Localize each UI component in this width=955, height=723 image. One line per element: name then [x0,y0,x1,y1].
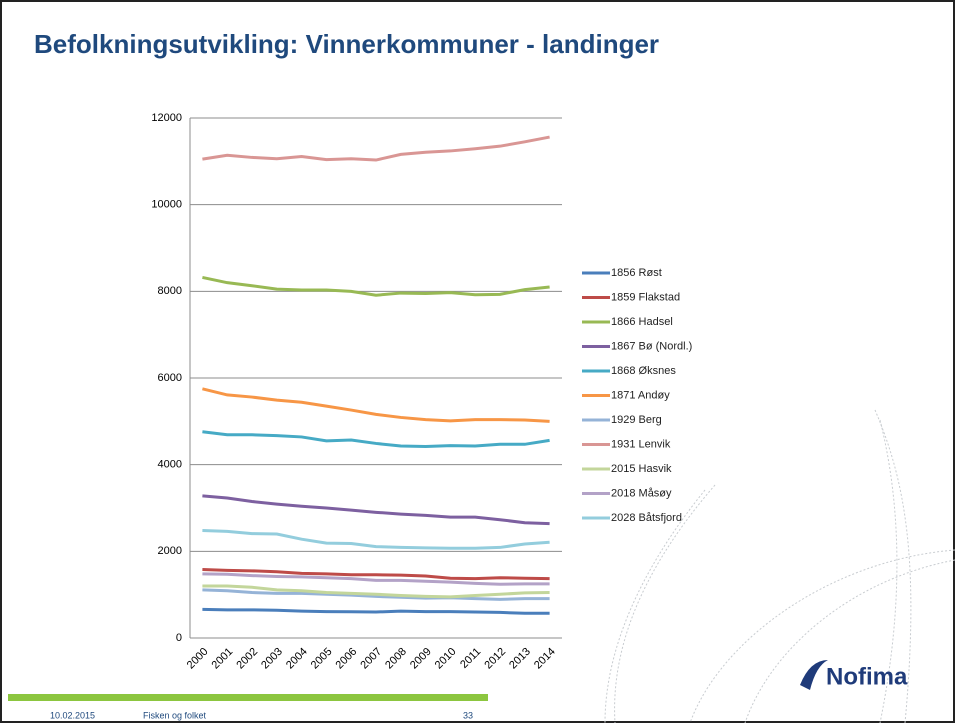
logo-text: Nofima [826,663,908,690]
legend-label: 1931 Lenvik [611,438,671,450]
slide: {"chart_data": {"type": "line", "title":… [0,0,955,723]
y-tick-label: 0 [176,632,182,644]
legend-label: 1871 Andøy [611,389,670,401]
footer-text: Fisken og folket [143,710,207,720]
footer-page: 33 [463,710,473,720]
y-tick-label: 2000 [158,545,182,557]
footer-bar [8,694,488,701]
slide-frame [1,1,954,722]
legend-label: 2028 Båtsfjord [611,512,682,524]
y-tick-label: 4000 [158,459,182,471]
y-tick-label: 12000 [151,112,182,124]
legend-label: 1856 Røst [611,267,662,279]
legend-label: 1867 Bø (Nordl.) [611,340,692,352]
legend-label: 2015 Hasvik [611,463,672,475]
y-tick-label: 10000 [151,199,182,211]
y-tick-label: 8000 [158,285,182,297]
y-tick-label: 6000 [158,372,182,384]
legend-label: 1929 Berg [611,414,662,426]
legend-label: 1866 Hadsel [611,316,673,328]
legend-label: 2018 Måsøy [611,487,672,499]
footer-date: 10.02.2015 [50,710,95,720]
chart: Befolkningsutvikling: Vinnerkommuner - l… [0,0,955,723]
legend-label: 1859 Flakstad [611,291,680,303]
chart-title: Befolkningsutvikling: Vinnerkommuner - l… [34,29,659,59]
legend-label: 1868 Øksnes [611,365,676,377]
